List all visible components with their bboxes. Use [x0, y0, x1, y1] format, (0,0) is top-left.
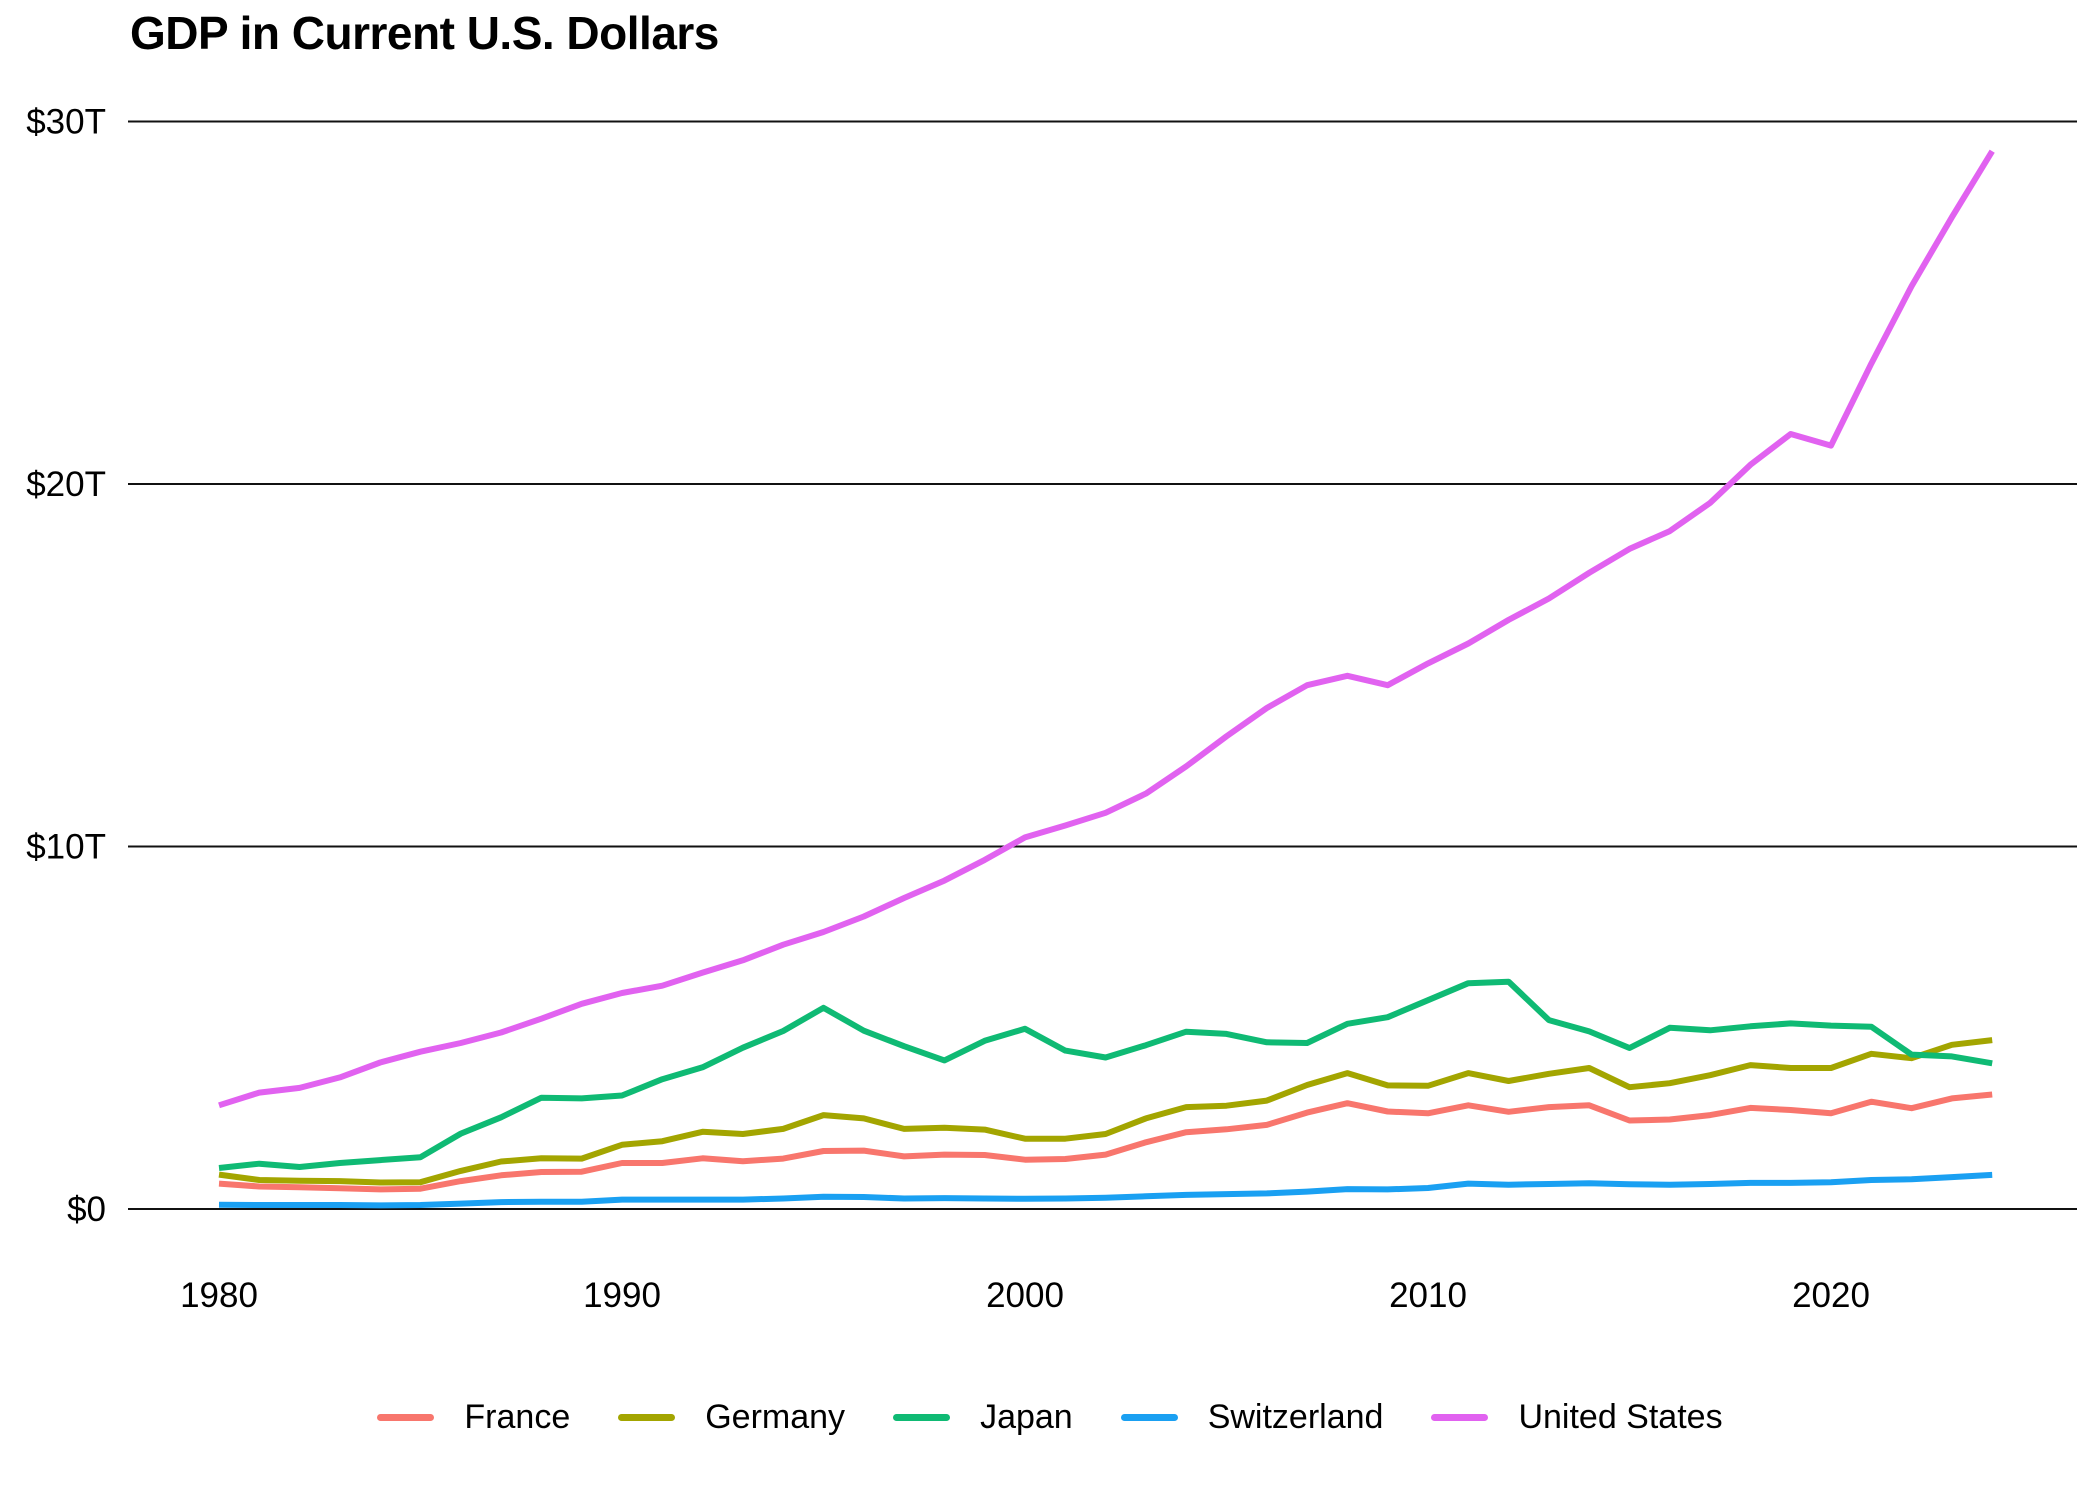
y-tick-label: $30T — [26, 102, 106, 141]
x-tick-label: 2010 — [1389, 1276, 1467, 1315]
legend-swatch-france — [377, 1414, 435, 1421]
legend-item-germany: Germany — [618, 1398, 845, 1437]
legend-swatch-japan — [893, 1414, 951, 1421]
legend-label: Japan — [980, 1398, 1073, 1436]
x-tick-label: 2020 — [1792, 1276, 1870, 1315]
series-line-united-states — [218, 149, 1995, 1109]
legend-swatch-united-states — [1431, 1414, 1489, 1421]
legend-item-japan: Japan — [893, 1398, 1073, 1437]
y-tick-label: $20T — [26, 465, 106, 504]
series-line-japan — [218, 978, 1993, 1171]
y-tick-label: $0 — [67, 1190, 106, 1229]
legend-swatch-switzerland — [1120, 1414, 1178, 1421]
legend-label: Germany — [705, 1398, 846, 1436]
legend-swatch-germany — [618, 1414, 676, 1421]
legend-item-france: France — [377, 1398, 570, 1437]
legend-item-switzerland: Switzerland — [1120, 1398, 1384, 1437]
legend-label: United States — [1518, 1398, 1723, 1436]
chart-title: GDP in Current U.S. Dollars — [130, 7, 719, 59]
series-line-germany — [218, 1037, 1993, 1186]
legend-item-united-states: United States — [1431, 1398, 1723, 1437]
x-tick-label: 2000 — [986, 1276, 1064, 1315]
series-line-france — [218, 1091, 1993, 1193]
legend: France Germany Japan Switzerland United Stat… — [0, 1398, 2100, 1437]
series-line-switzerland — [218, 1171, 1993, 1209]
y-tick-label: $10T — [26, 827, 106, 866]
legend-label: Switzerland — [1207, 1398, 1384, 1436]
x-tick-label: 1990 — [583, 1276, 661, 1315]
x-tick-label: 1980 — [180, 1276, 258, 1315]
legend-label: France — [464, 1398, 571, 1436]
